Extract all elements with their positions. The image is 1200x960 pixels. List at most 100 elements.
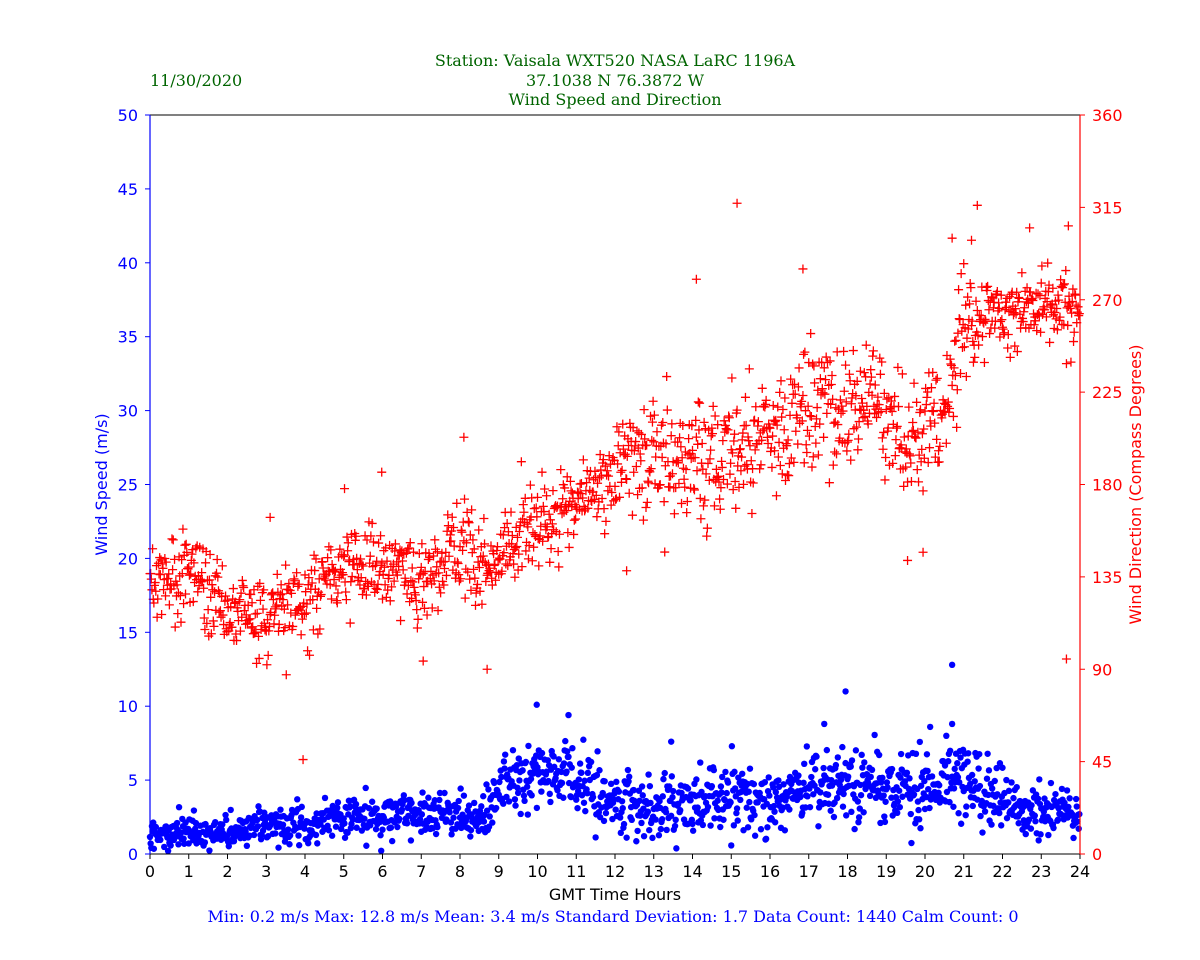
speed-point	[1050, 824, 1057, 832]
direction-point	[641, 502, 651, 512]
direction-point	[613, 459, 623, 469]
direction-point	[196, 577, 206, 587]
direction-point	[723, 425, 733, 435]
direction-point	[432, 562, 442, 572]
direction-point	[480, 539, 490, 549]
speed-point	[379, 826, 386, 833]
direction-point	[893, 362, 903, 372]
speed-point	[617, 829, 625, 837]
direction-point	[206, 629, 216, 639]
speed-point	[671, 822, 679, 830]
direction-point	[736, 466, 746, 476]
direction-point	[164, 600, 174, 610]
speed-point	[1003, 814, 1011, 822]
direction-point	[824, 478, 834, 488]
speed-point	[485, 786, 492, 793]
direction-point	[517, 562, 527, 572]
direction-point	[879, 427, 889, 437]
x-tick-label: 14	[682, 862, 702, 881]
direction-point	[841, 397, 851, 407]
speed-point	[969, 802, 976, 810]
direction-point	[304, 573, 314, 583]
direction-point	[427, 603, 437, 613]
direction-point	[791, 426, 801, 436]
speed-point	[925, 785, 932, 793]
speed-point	[295, 832, 302, 839]
speed-point	[560, 760, 568, 767]
direction-point	[952, 422, 962, 432]
direction-point	[338, 570, 348, 580]
direction-point	[669, 509, 679, 519]
speed-point	[480, 793, 487, 800]
speed-point	[628, 816, 635, 824]
direction-point	[208, 585, 218, 595]
direction-point	[546, 544, 556, 554]
direction-point	[326, 545, 336, 555]
direction-point	[610, 481, 620, 491]
speed-point	[545, 777, 552, 785]
speed-point	[855, 814, 863, 821]
direction-point	[529, 504, 539, 514]
direction-point	[774, 437, 784, 447]
direction-point	[802, 448, 812, 458]
speed-point	[722, 768, 729, 776]
direction-point	[945, 404, 955, 414]
direction-point	[731, 503, 741, 513]
direction-point	[899, 432, 909, 442]
direction-point	[614, 427, 624, 437]
speed-point	[538, 788, 545, 795]
speed-point	[848, 808, 855, 816]
direction-point	[1009, 308, 1019, 318]
direction-point	[667, 419, 677, 429]
x-tick-label: 15	[721, 862, 741, 881]
direction-point	[201, 558, 211, 568]
speed-point	[903, 769, 911, 776]
direction-point	[374, 538, 384, 548]
speed-point	[730, 822, 738, 829]
direction-point	[1012, 347, 1022, 357]
speed-point	[652, 816, 659, 823]
speed-point	[662, 808, 670, 816]
direction-point	[534, 561, 544, 571]
speed-point	[1015, 820, 1022, 827]
direction-point	[917, 444, 927, 454]
direction-point	[177, 569, 187, 579]
speed-point	[837, 776, 845, 784]
speed-point	[984, 750, 991, 757]
direction-point	[413, 614, 423, 624]
direction-point	[767, 462, 777, 472]
direction-point	[715, 504, 725, 514]
direction-point	[934, 446, 944, 456]
direction-point	[810, 378, 820, 388]
direction-point	[157, 609, 167, 619]
direction-point	[235, 626, 245, 636]
direction-point	[1070, 290, 1080, 300]
speed-point	[1008, 779, 1015, 786]
speed-point	[361, 815, 368, 822]
direction-point	[205, 549, 215, 559]
speed-point	[255, 803, 262, 810]
direction-point	[297, 614, 307, 624]
direction-point	[613, 441, 623, 451]
speed-point	[976, 782, 984, 790]
speed-point	[955, 810, 962, 817]
direction-point	[447, 512, 457, 522]
x-tick-label: 18	[837, 862, 857, 881]
speed-point	[672, 816, 679, 824]
direction-point	[1028, 295, 1038, 305]
direction-point	[412, 623, 422, 633]
direction-point	[382, 556, 392, 566]
direction-point	[676, 442, 686, 452]
direction-point	[1058, 280, 1068, 290]
left-y-axis-label: Wind Speed (m/s)	[92, 413, 111, 555]
speed-point	[867, 773, 874, 781]
direction-point	[913, 427, 923, 437]
speed-point	[948, 661, 956, 669]
direction-point	[708, 401, 718, 411]
title-line-station: Station: Vaisala WXT520 NASA LaRC 1196A	[435, 51, 796, 70]
direction-point	[197, 568, 207, 578]
speed-point	[533, 804, 541, 812]
direction-point	[926, 383, 936, 393]
direction-point	[1041, 312, 1051, 322]
speed-point	[580, 736, 587, 743]
